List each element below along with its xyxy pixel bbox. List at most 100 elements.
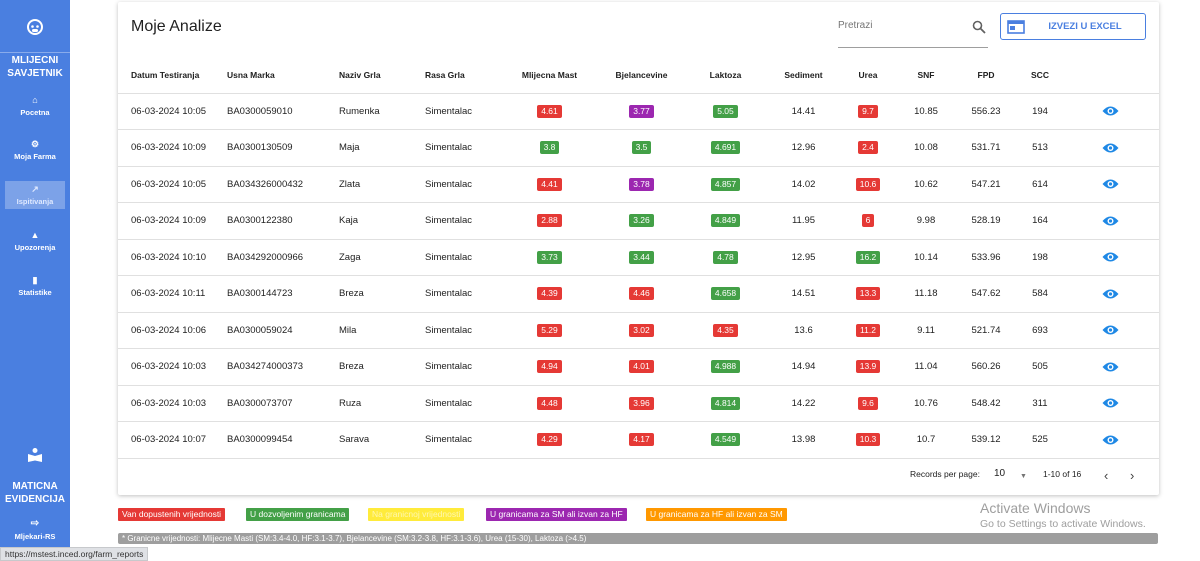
eye-icon[interactable] [1102, 397, 1119, 409]
sidebar-item-upozorenja[interactable]: ▲ Upozorenja [5, 229, 65, 252]
column-header[interactable]: Datum Testiranja [118, 57, 227, 94]
cell-snf: 9.11 [898, 312, 954, 349]
search-field[interactable] [838, 14, 988, 48]
eye-icon[interactable] [1102, 142, 1119, 154]
logout-button[interactable]: ⇨ Mljekari-RS [0, 518, 70, 541]
cow-logo-icon[interactable] [26, 18, 44, 36]
cell-urea: 10.6 [838, 166, 898, 203]
cell-snf: 11.04 [898, 348, 954, 386]
urea-badge: 11.2 [856, 323, 880, 337]
caret-down-icon[interactable]: ▼ [1020, 473, 1027, 480]
search-input[interactable] [838, 20, 958, 31]
cell-actions [1062, 312, 1159, 349]
bjel-badge: 4.17 [629, 433, 654, 447]
urea-badge: 2.4 [858, 141, 878, 155]
cell-scc: 614 [1018, 166, 1062, 203]
column-header[interactable]: Mlijecna Mast [498, 57, 601, 94]
cell-rasa: Simentalac [425, 129, 498, 167]
column-header[interactable]: Naziv Grla [339, 57, 425, 94]
bar-chart-icon: ▮ [32, 275, 38, 285]
legend-item: Na granicnoj vrijednosti [368, 508, 465, 521]
urea-badge: 13.3 [855, 287, 881, 301]
cell-datum: 06-03-2024 10:07 [118, 421, 227, 459]
cell-lak: 4.988 [682, 348, 769, 386]
cell-rasa: Simentalac [425, 239, 498, 276]
cell-usna: BA0300059024 [227, 312, 339, 349]
cell-rasa: Simentalac [425, 93, 498, 130]
column-header[interactable]: Rasa Grla [425, 57, 498, 94]
column-header[interactable]: Usna Marka [227, 57, 339, 94]
sidebar-item-pocetna[interactable]: ⌂ Pocetna [5, 94, 65, 117]
tractor-icon: ⚙ [30, 139, 40, 149]
sidebar-item-label: Pocetna [20, 108, 50, 117]
export-excel-button[interactable]: IZVEZI U EXCEL [1000, 13, 1146, 40]
cell-rasa: Simentalac [425, 312, 498, 349]
cell-bjel: 4.46 [601, 275, 682, 313]
cell-snf: 10.14 [898, 239, 954, 276]
cell-bjel: 3.5 [601, 129, 682, 167]
sidebar-item-label: Moja Farma [14, 152, 56, 161]
cell-sed: 11.95 [769, 202, 838, 240]
book-reader-icon[interactable] [27, 447, 43, 463]
mast-badge: 4.61 [537, 104, 562, 118]
bjel-badge: 3.5 [631, 141, 652, 155]
eye-icon[interactable] [1102, 361, 1119, 373]
cell-urea: 9.6 [838, 385, 898, 422]
cell-scc: 584 [1018, 275, 1062, 313]
cell-sed: 13.98 [769, 421, 838, 459]
sidebar-item-ispitivanja[interactable]: ↗ Ispitivanja [5, 181, 65, 209]
cell-fpd: 547.21 [954, 166, 1018, 203]
column-header[interactable]: Urea [838, 57, 898, 94]
cell-actions [1062, 129, 1159, 167]
column-header[interactable]: SNF [898, 57, 954, 94]
cell-naziv: Breza [339, 275, 425, 313]
column-header[interactable]: FPD [954, 57, 1018, 94]
eye-icon[interactable] [1102, 434, 1119, 446]
table-body: 06-03-2024 10:05 BA0300059010 Rumenka Simen… [118, 93, 1159, 459]
search-icon[interactable] [972, 20, 986, 34]
sidebar-item-statistike[interactable]: ▮ Statistike [5, 274, 65, 297]
eye-icon[interactable] [1102, 105, 1119, 117]
cell-scc: 311 [1018, 385, 1062, 422]
export-excel-label: IZVEZI U EXCEL [1048, 21, 1122, 32]
eye-icon[interactable] [1102, 251, 1119, 263]
eye-icon[interactable] [1102, 324, 1119, 336]
urea-badge: 13.9 [855, 360, 881, 374]
records-per-page-select[interactable]: 10 [994, 468, 1006, 479]
mast-badge: 4.29 [537, 433, 562, 447]
bjel-badge: 3.78 [629, 177, 654, 191]
cell-fpd: 521.74 [954, 312, 1018, 349]
cell-mast: 3.73 [498, 239, 601, 276]
lak-badge: 4.691 [710, 141, 741, 155]
sidebar-item-label: Ispitivanja [16, 197, 54, 206]
chevron-left-icon[interactable]: ‹ [1104, 468, 1109, 483]
bjel-badge: 3.26 [629, 214, 654, 228]
eye-icon[interactable] [1102, 178, 1119, 190]
table-row: 06-03-2024 10:09 BA0300130509 Maja Simental… [118, 129, 1159, 167]
cell-rasa: Simentalac [425, 166, 498, 203]
bjel-badge: 3.96 [629, 396, 654, 410]
cell-datum: 06-03-2024 10:11 [118, 275, 227, 313]
column-header[interactable]: Sediment [769, 57, 838, 94]
chevron-right-icon[interactable]: › [1130, 468, 1135, 483]
cell-datum: 06-03-2024 10:03 [118, 385, 227, 422]
cell-scc: 198 [1018, 239, 1062, 276]
cell-rasa: Simentalac [425, 348, 498, 386]
cell-datum: 06-03-2024 10:10 [118, 239, 227, 276]
cell-datum: 06-03-2024 10:06 [118, 312, 227, 349]
eye-icon[interactable] [1102, 288, 1119, 300]
cell-rasa: Simentalac [425, 275, 498, 313]
analyses-card: Moje Analize IZVEZI U EXCEL Datum Testir… [118, 2, 1159, 495]
cell-sed: 14.02 [769, 166, 838, 203]
eye-icon[interactable] [1102, 215, 1119, 227]
column-header[interactable]: SCC [1018, 57, 1062, 94]
sidebar: MLIJECNI SAVJETNIK ⌂ Pocetna ⚙ Moja Farm… [0, 0, 70, 561]
cell-actions [1062, 385, 1159, 422]
analyses-table: Datum Testiranja Usna Marka Naziv Grla R… [118, 57, 1159, 459]
sidebar-item-moja-farma[interactable]: ⚙ Moja Farma [5, 138, 65, 161]
column-header[interactable]: Bjelancevine [601, 57, 682, 94]
cell-scc: 513 [1018, 129, 1062, 167]
lak-badge: 4.658 [710, 287, 741, 301]
column-header[interactable]: Laktoza [682, 57, 769, 94]
mast-badge: 4.39 [537, 287, 562, 301]
